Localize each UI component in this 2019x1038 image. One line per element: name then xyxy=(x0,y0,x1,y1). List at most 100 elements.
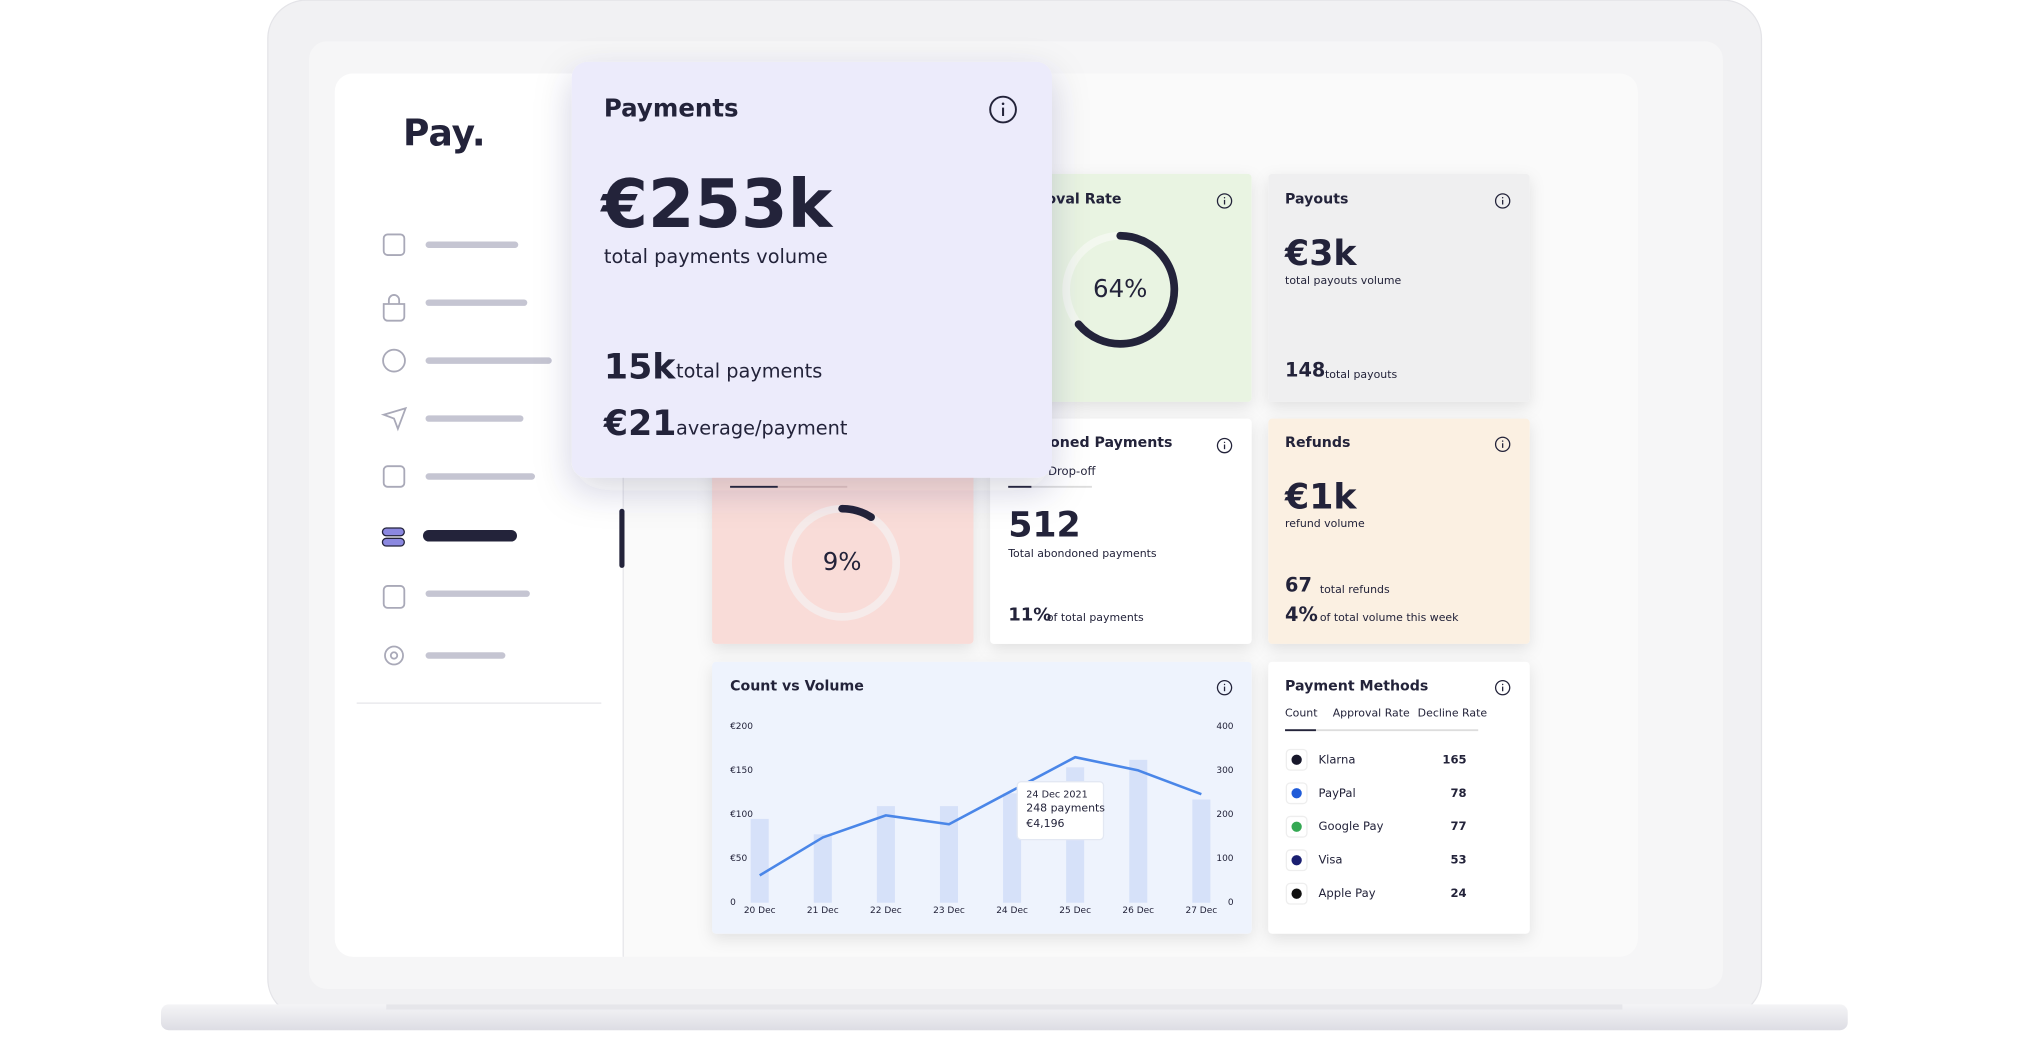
nav-icon[interactable] xyxy=(382,294,406,322)
metric: 148 xyxy=(1285,358,1325,381)
metric: 67 xyxy=(1285,573,1312,596)
tab: Count xyxy=(1285,706,1318,719)
y2-tick-label: 200 xyxy=(1216,810,1233,820)
donut-arc xyxy=(838,504,875,521)
bar xyxy=(939,806,958,903)
metric-label: Total abondoned payments xyxy=(1007,547,1157,560)
metric: 11% xyxy=(1008,605,1051,626)
info-icon[interactable] xyxy=(1494,193,1511,209)
y-tick-label: €150 xyxy=(730,766,753,776)
info-icon-dot[interactable] xyxy=(1223,683,1226,686)
metric-label: total payouts volume xyxy=(1285,274,1401,287)
metric: €3k xyxy=(1284,234,1357,274)
info-icon[interactable] xyxy=(1216,193,1233,209)
tooltip-date: 24 Dec 2021 xyxy=(1026,790,1088,801)
metric-label: total payments xyxy=(676,360,822,383)
metric: €253k xyxy=(599,165,833,243)
bar xyxy=(1003,793,1022,903)
x-tick-label: 21 Dec xyxy=(807,906,839,916)
bar xyxy=(1129,759,1148,903)
x-tick-label: 20 Dec xyxy=(744,906,776,916)
chart-title: Count vs Volume xyxy=(730,678,864,694)
method-logo xyxy=(1291,754,1302,765)
info-icon-dot[interactable] xyxy=(1223,441,1226,444)
y2-tick-label: 300 xyxy=(1216,766,1233,776)
y2-tick-label: 400 xyxy=(1216,722,1233,732)
y-tick-label: €50 xyxy=(730,854,747,864)
tooltip-count: 248 payments xyxy=(1026,802,1105,815)
method-logo xyxy=(1291,821,1302,832)
metric-label: of total volume this week xyxy=(1320,611,1459,624)
metric-label: refund volume xyxy=(1285,517,1365,530)
metric-label: average/payment xyxy=(676,416,848,439)
x-tick-label: 22 Dec xyxy=(870,906,902,916)
tooltip-volume: €4,196 xyxy=(1026,817,1064,830)
y2-tick-label: 100 xyxy=(1216,854,1233,864)
info-icon[interactable] xyxy=(989,95,1017,124)
method-logo xyxy=(1291,888,1302,899)
metric: 15k xyxy=(604,347,676,387)
scroll-indicator xyxy=(619,508,625,568)
hinge xyxy=(386,1004,1623,1010)
nav[interactable] xyxy=(380,233,408,666)
method-count: 165 xyxy=(1442,752,1466,766)
info-icon-dot[interactable] xyxy=(1501,197,1504,199)
method-count: 78 xyxy=(1450,786,1466,800)
bar xyxy=(813,834,832,903)
x-tick-label: 25 Dec xyxy=(1059,906,1091,916)
info-icon[interactable] xyxy=(1494,436,1511,453)
metric-label: total payments volume xyxy=(604,245,828,268)
info-icon[interactable] xyxy=(1216,437,1233,454)
method-name: Apple Pay xyxy=(1319,886,1376,900)
card-title: Payouts xyxy=(1285,192,1348,208)
method-name: Visa xyxy=(1319,853,1343,867)
card-title: Refunds xyxy=(1285,435,1350,451)
info-icon[interactable] xyxy=(1216,679,1233,696)
sidebar xyxy=(334,73,624,957)
laptop-base xyxy=(160,1004,1848,1031)
nav-icon[interactable] xyxy=(384,645,404,666)
method-count: 53 xyxy=(1450,853,1466,867)
nav-icon[interactable] xyxy=(382,465,406,488)
method-count: 24 xyxy=(1450,886,1466,900)
tab: Approval Rate xyxy=(1333,706,1410,719)
method-count: 77 xyxy=(1450,819,1466,833)
nav-active-icon[interactable] xyxy=(381,527,405,547)
method-name: Klarna xyxy=(1319,752,1356,766)
nav-icon[interactable] xyxy=(382,233,406,256)
method-logo xyxy=(1291,855,1302,866)
info-icon-dot[interactable] xyxy=(1001,102,1005,106)
nav-icon[interactable] xyxy=(380,406,408,432)
metric-label: of total payments xyxy=(1047,611,1144,624)
y2-tick-label: 0 xyxy=(1228,898,1234,908)
metric-label: total refunds xyxy=(1320,583,1390,596)
info-icon-dot[interactable] xyxy=(1501,683,1504,686)
payouts-card xyxy=(1268,173,1530,402)
tab: Decline Rate xyxy=(1418,706,1488,719)
y-tick-label: €100 xyxy=(730,810,753,820)
nav-icon[interactable] xyxy=(382,348,406,373)
metric: 4% xyxy=(1285,603,1318,626)
nav-labels[interactable] xyxy=(422,241,552,659)
bar xyxy=(876,806,895,903)
bar xyxy=(750,818,769,903)
donut-arc xyxy=(1074,231,1179,348)
metric: 512 xyxy=(1008,506,1081,546)
approval-card xyxy=(990,173,1252,402)
info-icon-dot[interactable] xyxy=(1223,197,1226,199)
tooltip xyxy=(1016,781,1105,841)
nav-icon[interactable] xyxy=(389,651,399,660)
card-title: Payments xyxy=(604,94,739,123)
abandoned-card xyxy=(990,418,1252,644)
nav-icon[interactable] xyxy=(382,585,406,609)
refunds-card xyxy=(1268,418,1530,644)
metric: €1k xyxy=(1284,477,1357,517)
method-name: PayPal xyxy=(1319,786,1356,800)
tab-label: Drop-off xyxy=(1048,464,1096,478)
logo: Pay. xyxy=(403,112,486,154)
payments-card xyxy=(571,61,1052,478)
info-icon[interactable] xyxy=(1494,679,1511,696)
info-icon-dot[interactable] xyxy=(1501,440,1504,442)
x-tick-label: 26 Dec xyxy=(1122,906,1154,916)
